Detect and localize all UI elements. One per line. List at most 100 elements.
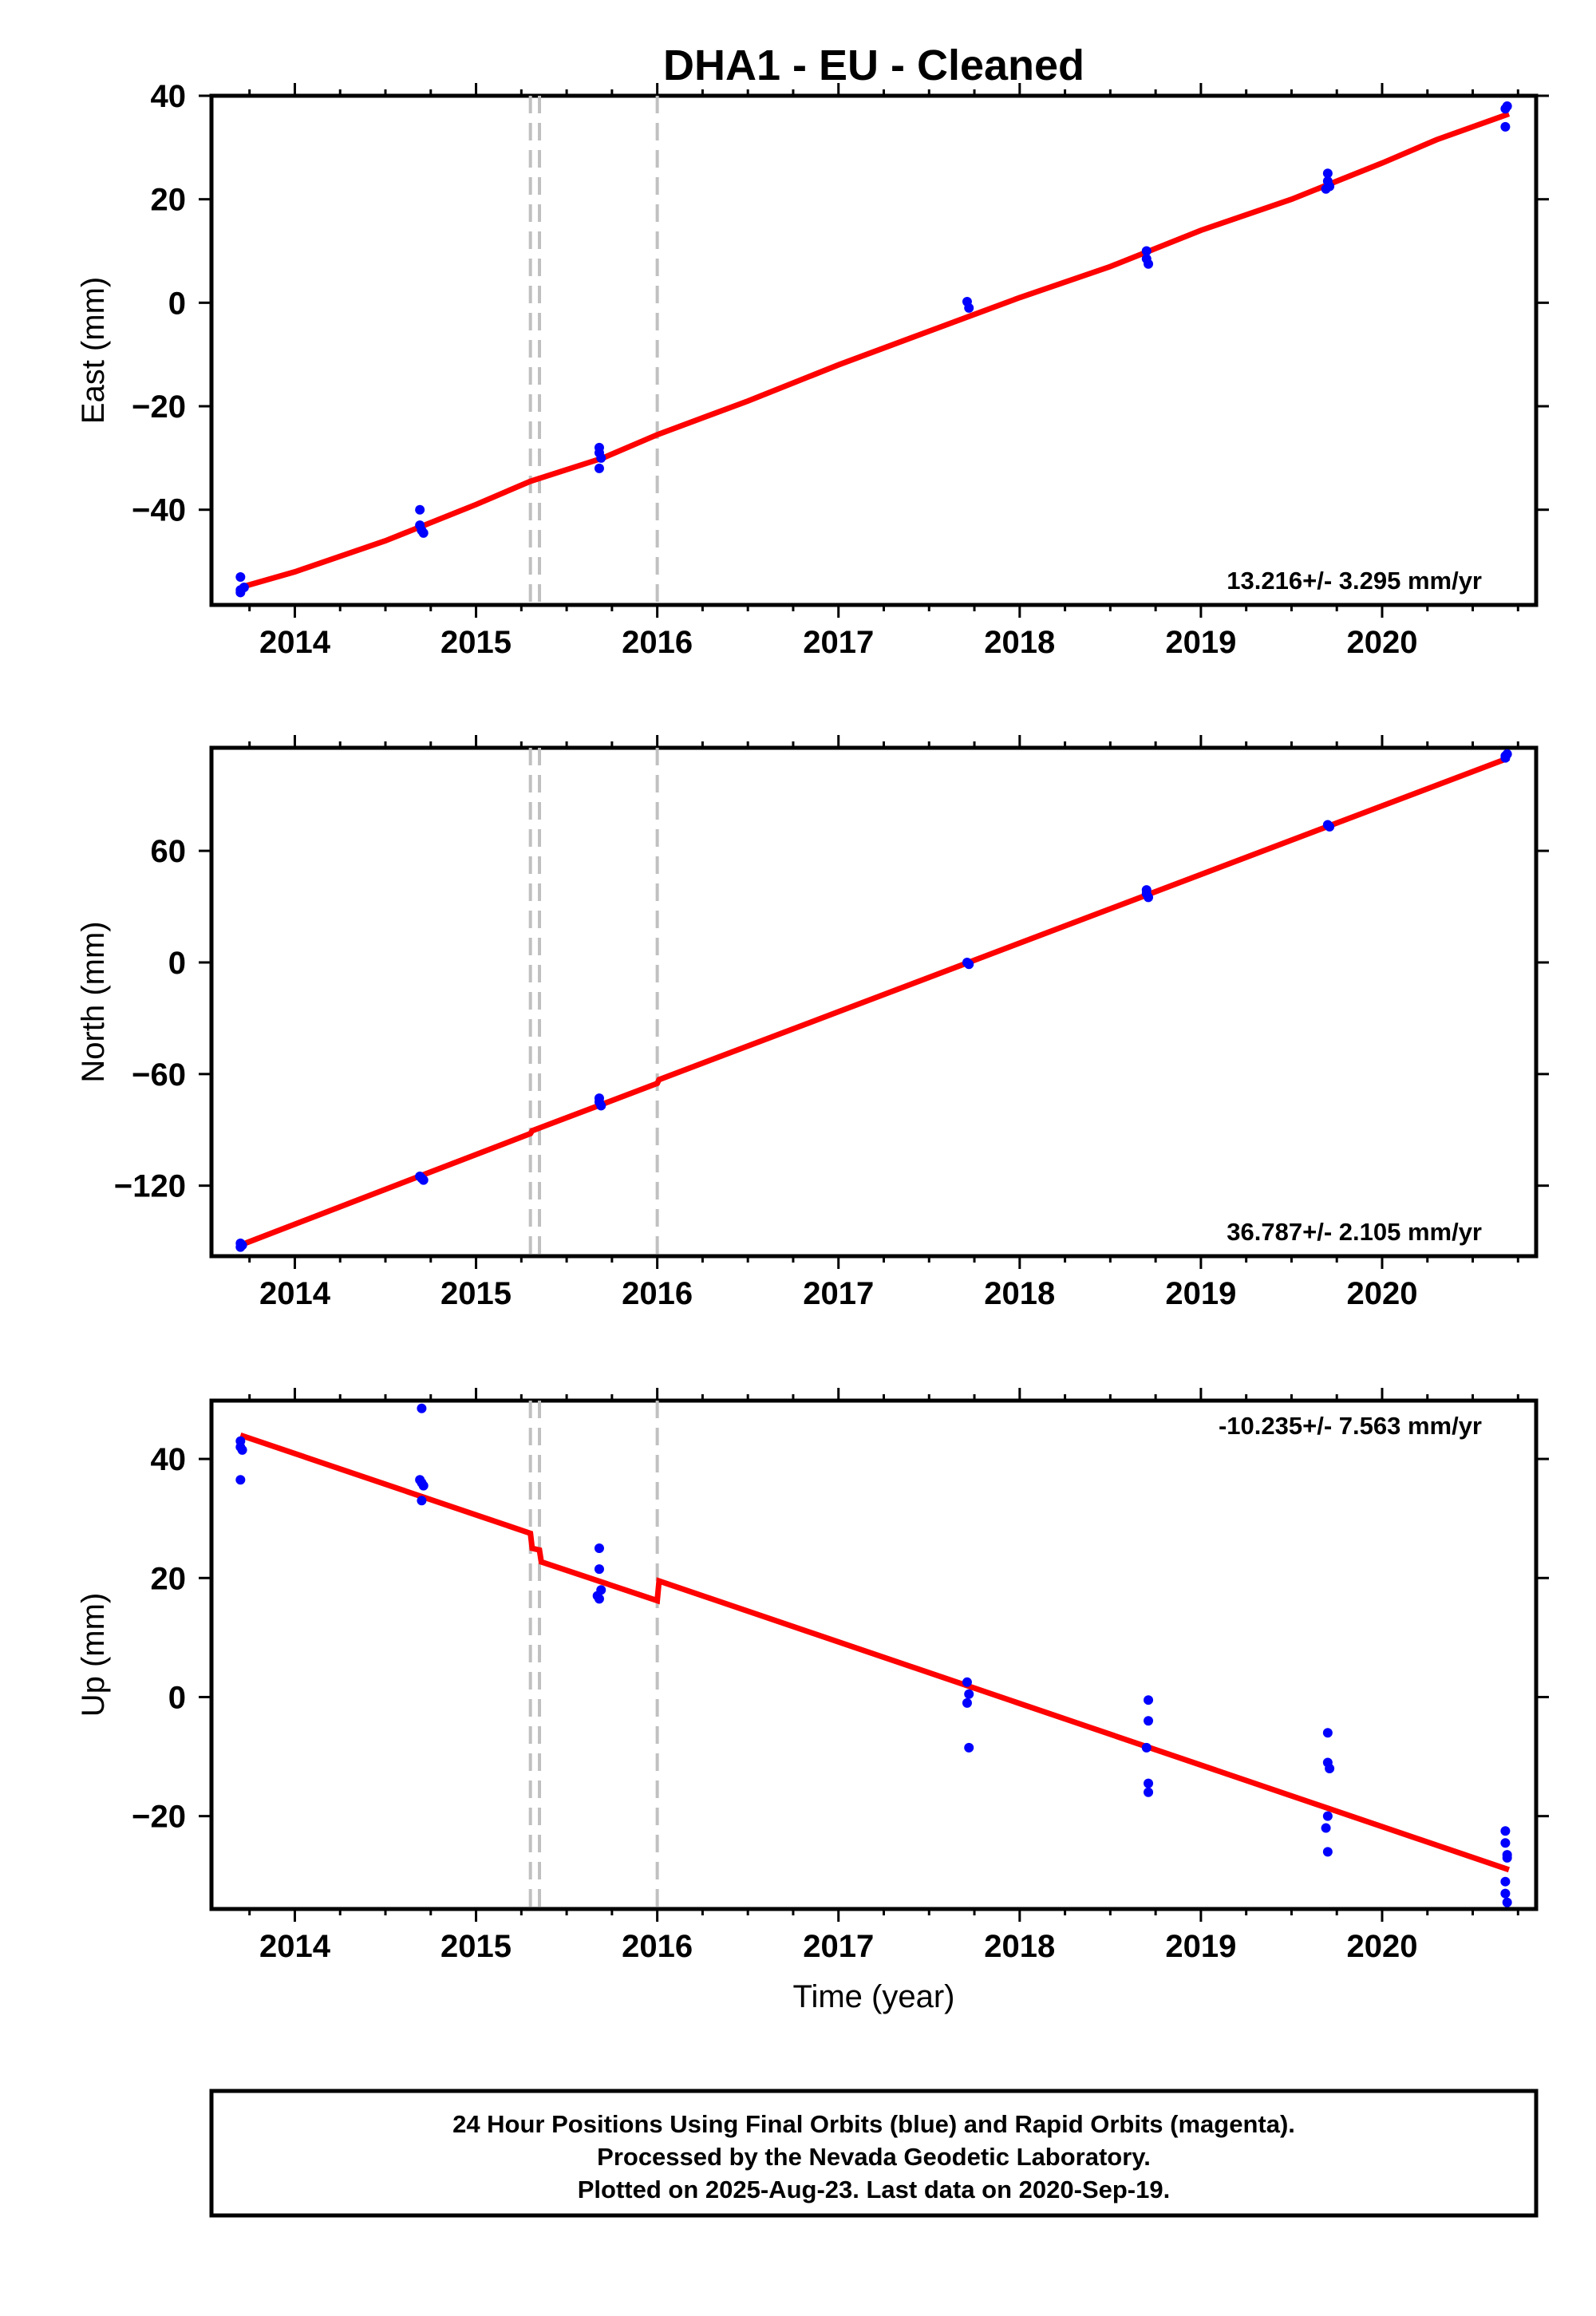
rate-annotation: 13.216+/- 3.295 mm/yr [1227,567,1482,595]
panels: 2014 2015 2016 2017 2018 2019 2020 40 20 0 −20 −40 E… [76,79,1549,1964]
data-point [1322,1847,1333,1857]
x-tick-label: 2019 [1165,625,1236,660]
data-point [1500,1876,1511,1887]
x-tick-label: 2015 [440,1929,512,1964]
model-line [239,111,1511,591]
y-axis-label: North (mm) [76,921,111,1082]
x-tick-label: 2016 [622,1929,693,1964]
data-point [1144,892,1154,903]
data-point [415,504,425,515]
data-point [1322,168,1333,179]
y-tick-label: 40 [151,1442,187,1477]
data-point [964,302,974,313]
x-tick-label: 2014 [259,1929,331,1964]
data-point [594,1594,604,1604]
data-point [962,1697,972,1708]
footer-box: 24 Hour Positions Using Final Orbits (bl… [209,2089,1539,2218]
x-tick-label: 2018 [984,1276,1055,1311]
x-axis-label: Time (year) [793,1979,955,2014]
data-point [1144,1787,1154,1797]
data-point [1325,821,1335,832]
x-tick-label: 2020 [1346,1929,1417,1964]
data-point [964,1742,974,1753]
data-point [1500,1838,1511,1848]
x-tick-label: 2017 [803,1276,874,1311]
chart-title: DHA1 - EU - Cleaned [663,41,1084,89]
x-tick-label: 2017 [803,625,874,660]
panel-up: 2014 2015 2016 2017 2018 2019 2020 40 20 0 −20 Up (… [76,1388,1549,1964]
footer-line-1: 24 Hour Positions Using Final Orbits (bl… [452,2110,1295,2138]
footer-line-3: Plotted on 2025-Aug-23. Last data on 202… [578,2176,1170,2203]
data-point [417,1496,427,1506]
y-tick-label: 0 [168,286,186,321]
data-point [1502,1852,1512,1863]
x-tick-label: 2016 [622,1276,693,1311]
data-point [1144,1695,1154,1705]
y-tick-label: −40 [132,493,186,528]
data-point [235,571,246,582]
x-tick-label: 2019 [1165,1929,1236,1964]
data-point [1321,184,1331,194]
y-tick-label: 60 [151,834,187,869]
x-tick-label: 2020 [1346,1276,1417,1311]
plot-frame [209,93,1539,607]
data-point [1144,1716,1154,1726]
data-point [1144,259,1154,269]
y-axis-label: Up (mm) [76,1593,111,1717]
x-tick-label: 2014 [259,1276,331,1311]
y-tick-label: −60 [132,1057,186,1093]
rate-annotation: -10.235+/- 7.563 mm/yr [1219,1412,1482,1440]
data-point [596,453,606,463]
y-tick-label: 40 [151,79,187,114]
panel-north: 2014 2015 2016 2017 2018 2019 2020 60 0 −60 −120 No… [76,735,1549,1311]
data-point [1141,1742,1152,1753]
data-point [962,1677,972,1687]
y-tick-label: 0 [168,946,186,981]
model-line [239,1432,1511,1873]
y-tick-label: −120 [114,1169,186,1204]
data-point [237,1445,247,1455]
data-point [1321,1823,1331,1833]
data-point [237,1240,247,1251]
x-tick-label: 2014 [259,625,331,660]
data-point [235,1436,246,1446]
data-point [418,1175,429,1185]
data-point [1500,753,1511,763]
x-tick-label: 2015 [440,625,512,660]
y-tick-label: 0 [168,1680,186,1715]
data-point [235,1475,246,1485]
data-point [964,959,974,970]
data-point [1500,1888,1511,1899]
y-tick-label: 20 [151,1561,187,1596]
y-tick-label: −20 [132,1800,186,1835]
x-tick-label: 2015 [440,1276,512,1311]
data-point [1502,101,1512,111]
data-point [418,1480,429,1491]
x-tick-label: 2018 [984,625,1055,660]
y-axis-label: East (mm) [76,277,111,424]
panel-east: 2014 2015 2016 2017 2018 2019 2020 40 20 0 −20 −40 E… [76,79,1549,660]
data-point [594,1543,604,1553]
x-tick-label: 2016 [622,625,693,660]
data-point [1322,1728,1333,1738]
data-point [1502,1897,1512,1907]
data-point [964,1689,974,1699]
y-tick-label: −20 [132,389,186,425]
y-tick-label: 20 [151,183,187,218]
data-point [1144,1778,1154,1788]
data-point [1141,246,1152,256]
plot-frame [209,745,1539,1259]
rate-annotation: 36.787+/- 2.105 mm/yr [1227,1218,1482,1246]
model-line [239,755,1511,1248]
data-point [1322,1811,1333,1821]
data-point [596,1101,606,1111]
data-point [594,463,604,473]
data-point [1325,1763,1335,1773]
footer-line-2: Processed by the Nevada Geodetic Laborat… [597,2143,1151,2171]
x-tick-label: 2020 [1346,625,1417,660]
plot-frame [209,1398,1539,1911]
x-tick-label: 2019 [1165,1276,1236,1311]
data-point [418,528,429,538]
data-point [239,582,249,592]
